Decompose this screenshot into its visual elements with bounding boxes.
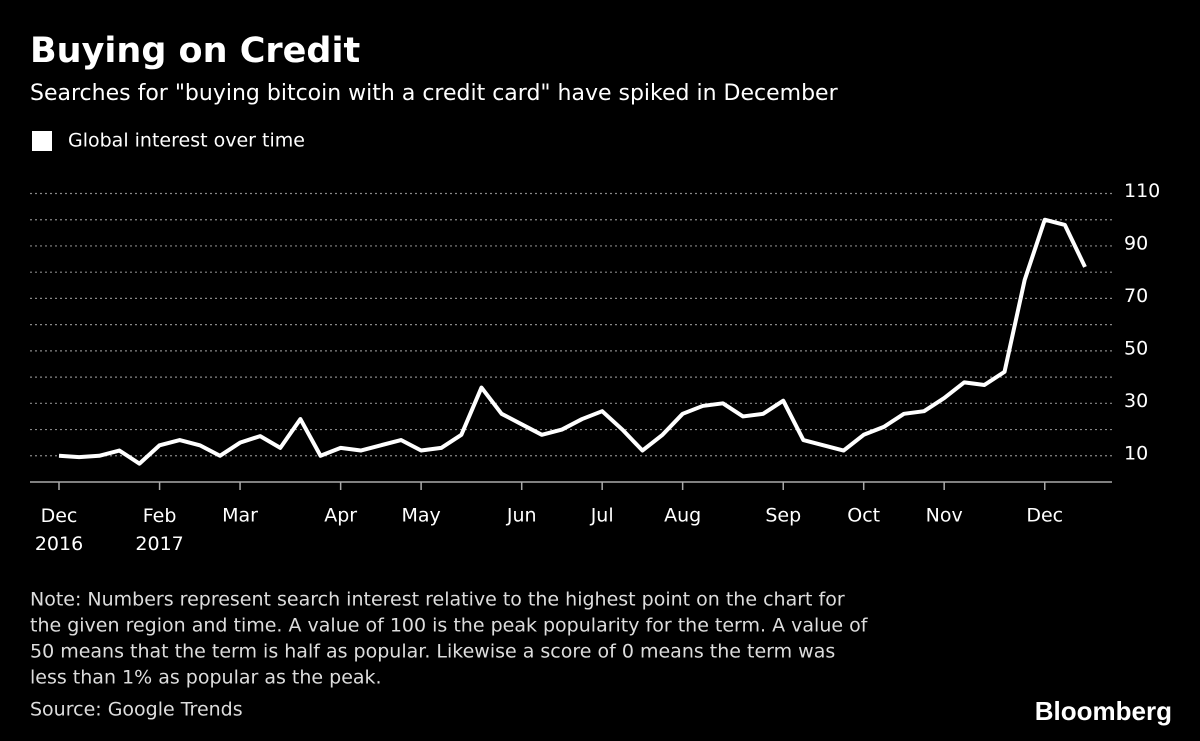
note-line: 50 means that the term is half as popula… <box>30 641 835 663</box>
x-tick-label: Dec <box>1026 505 1063 527</box>
x-tick-label: Aug <box>664 505 701 527</box>
chart-subtitle: Searches for "buying bitcoin with a cred… <box>30 81 839 106</box>
x-tick-label: Jun <box>506 505 537 527</box>
x-tick-label: Feb 2017 <box>135 505 183 555</box>
chart-title: Buying on Credit <box>30 31 360 71</box>
note-line: Note: Numbers represent search interest … <box>30 589 845 611</box>
y-tick-label: 110 <box>1124 180 1160 202</box>
data-line <box>58 217 1087 466</box>
legend-swatch <box>32 131 52 151</box>
legend-label: Global interest over time <box>68 130 305 152</box>
y-tick-label: 90 <box>1124 232 1148 254</box>
y-tick-label: 10 <box>1124 442 1148 464</box>
x-tick-label: Nov <box>926 505 963 527</box>
x-tick-label: May <box>401 505 440 527</box>
x-tick-label: Oct <box>847 505 880 527</box>
brand: Bloomberg <box>1035 696 1172 726</box>
x-tick-label: Dec 2016 <box>35 505 83 555</box>
x-tick-label: Apr <box>324 505 357 527</box>
y-tick-label: 70 <box>1124 285 1148 307</box>
x-tick-label: Sep <box>765 505 801 527</box>
note-line: the given region and time. A value of 10… <box>30 615 869 637</box>
source: Source: Google Trends <box>30 699 243 721</box>
y-tick-label: 30 <box>1124 390 1148 412</box>
note-line: less than 1% as popular as the peak. <box>30 667 382 689</box>
x-tick-label: Mar <box>222 505 258 527</box>
x-tick-label: Jul <box>590 505 614 527</box>
y-tick-label: 50 <box>1124 337 1148 359</box>
